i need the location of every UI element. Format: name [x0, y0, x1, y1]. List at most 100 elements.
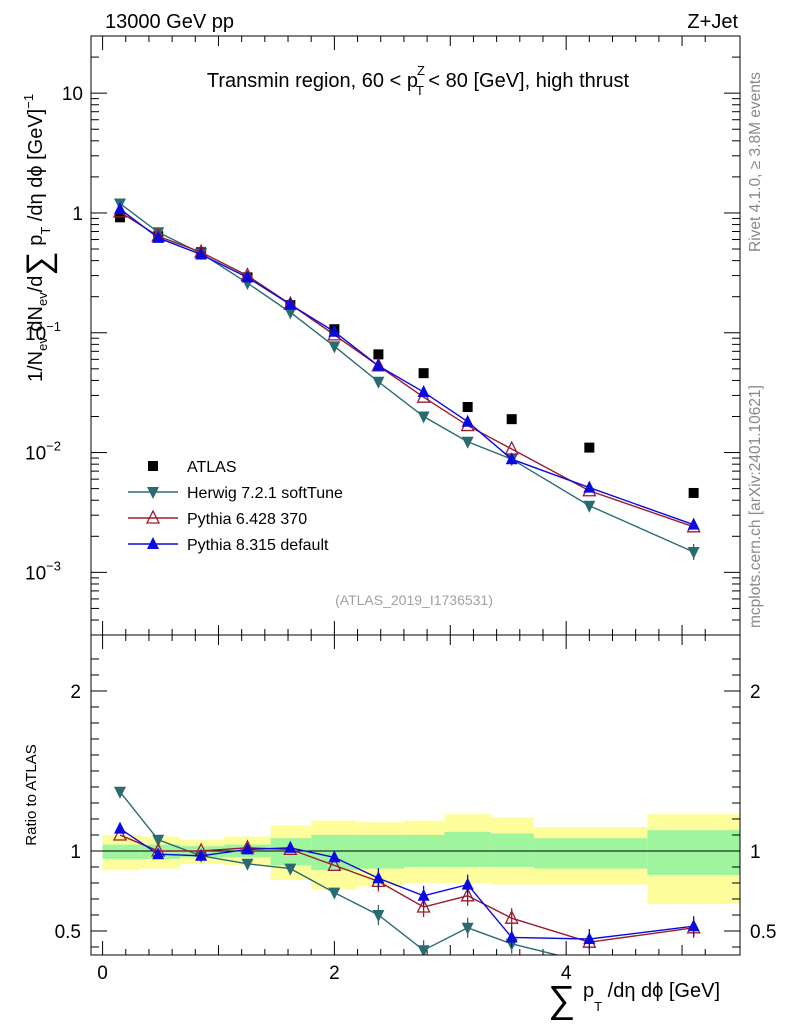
ratio-panel-series	[112, 786, 701, 955]
main-y-tick-label: 10	[62, 84, 83, 105]
ratio-y-tick-label-right: 1	[750, 842, 761, 863]
uncertainty-band-inner	[102, 844, 141, 859]
ratio-point-herwig	[461, 922, 474, 935]
x-label-text: pT /dη dϕ [GeV]	[583, 980, 720, 1014]
main-point-herwig	[372, 376, 385, 389]
title-part-sup: Z	[417, 63, 425, 78]
ratio-point-pythia	[328, 850, 341, 863]
ratio-line-pythia	[119, 828, 694, 940]
legend-marker	[147, 537, 159, 549]
analysis-watermark: (ATLAS_2019_I1736531)	[335, 592, 493, 608]
main-point-pythia	[583, 480, 596, 493]
main-point-herwig	[328, 341, 341, 354]
main-point-atlas	[506, 414, 517, 425]
x-axis-label: ∑ pT /dη dϕ [GeV]	[548, 979, 720, 1021]
main-point-herwig	[284, 307, 297, 320]
uncertainty-band-inner	[357, 835, 404, 869]
title-part-sub: T	[416, 83, 424, 98]
uncertainty-band-inner	[490, 833, 534, 867]
main-point-atlas	[373, 349, 384, 360]
ratio-point-herwig	[417, 945, 430, 955]
main-point-pythia	[152, 230, 165, 243]
ratio-line-herwig	[119, 791, 560, 955]
main-panel-title: Transmin region, 60 < pZ T < 80 [GeV], hi…	[207, 63, 630, 98]
ratio-point-pythia	[284, 840, 297, 853]
main-point-herwig	[461, 436, 474, 449]
ratio-point-pythia	[461, 877, 474, 890]
uncertainty-band-inner	[444, 831, 491, 867]
main-point-pythia	[417, 385, 430, 398]
ratio-point-pythia	[583, 932, 596, 944]
mcplots-text: mcplots.cern.ch [arXiv:2401.10621]	[747, 385, 764, 628]
ratio-point-pythia	[327, 856, 342, 872]
ratio-point-pythia	[416, 898, 431, 913]
ratio-point-herwig	[113, 786, 126, 799]
legend-label: ATLAS	[187, 459, 237, 476]
x-label-sum: ∑	[548, 979, 575, 1021]
title-part-a: Transmin region, 60 < p	[207, 70, 418, 92]
main-panel-series	[112, 198, 701, 560]
x-tick-label: 2	[329, 963, 340, 984]
ratio-point-pythia	[417, 888, 430, 901]
ratio-point-pythia	[687, 919, 700, 932]
ratio-y-tick-label: 0.5	[55, 922, 81, 943]
ratio-point-herwig	[152, 834, 165, 847]
ratio-y-tick-label: 1	[70, 842, 81, 863]
ratio-point-pythia	[505, 930, 518, 943]
ratio-point-pythia	[241, 842, 254, 855]
ratio-point-herwig	[328, 887, 341, 900]
main-panel-axes: 10 1 10−1 10−2 10−3	[25, 35, 740, 955]
ratio-y-tick-label: 2	[70, 682, 81, 703]
main-line-pythia	[119, 211, 694, 528]
main-y-tick-label: 10−1	[25, 319, 61, 345]
header-left: 13000 GeV pp	[105, 11, 234, 33]
legend-label: Pythia 6.428 370	[187, 511, 307, 528]
ratio-point-herwig	[284, 863, 297, 876]
legend-label: Herwig 7.2.1 softTune	[187, 485, 343, 502]
main-point-atlas	[462, 402, 473, 413]
uncertainty-band-inner	[533, 838, 648, 869]
ratio-y-tick-label-right: 2	[750, 682, 761, 703]
ratio-point-pythia	[372, 871, 385, 884]
main-point-herwig	[417, 411, 430, 424]
ratio-point-pythia	[460, 887, 475, 902]
main-point-herwig	[583, 500, 596, 513]
ratio-panel-axes: 2 2 1 1 0.5 0.5 0 2 4	[55, 658, 776, 984]
main-y-tick-label: 1	[72, 204, 83, 225]
main-point-atlas	[688, 487, 699, 498]
main-point-pythia	[505, 452, 518, 465]
main-point-atlas	[418, 368, 429, 379]
ratio-point-pythia	[113, 821, 126, 834]
ratio-point-pythia	[195, 848, 208, 861]
main-y-tick-label: 10−3	[25, 558, 61, 584]
ratio-point-pythia	[504, 909, 519, 924]
legend-marker	[148, 461, 158, 471]
main-point-pythia	[687, 517, 700, 530]
main-point-atlas	[584, 442, 595, 453]
x-tick-label: 0	[97, 963, 108, 984]
legend-label: Pythia 8.315 default	[187, 537, 329, 554]
header-right: Z+Jet	[687, 11, 738, 33]
legend: ATLAS Herwig 7.2.1 softTune Pythia 6.428 3…	[128, 459, 343, 554]
main-y-tick-label: 10−2	[25, 439, 61, 465]
main-line-pythia	[119, 208, 694, 526]
rivet-version-text: Rivet 4.1.0, ≥ 3.8M events	[747, 72, 764, 252]
ratio-y-axis-label: Ratio to ATLAS	[23, 744, 40, 845]
main-point-pythia	[461, 414, 474, 427]
main-point-pythia	[372, 358, 385, 371]
main-point-pythia	[241, 270, 254, 283]
main-point-pythia	[195, 247, 208, 260]
main-point-pythia	[284, 297, 297, 310]
ratio-y-tick-label-right: 0.5	[750, 922, 776, 943]
ratio-panel-bands	[91, 814, 740, 904]
ratio-point-herwig	[372, 910, 385, 922]
legend-marker	[147, 487, 159, 499]
ratio-panel-frame	[90, 634, 741, 956]
ratio-point-pythia	[152, 847, 165, 860]
title-part-b: < 80 [GeV], high thrust	[423, 70, 630, 92]
uncertainty-band-inner	[647, 830, 740, 875]
ratio-line-pythia	[119, 834, 694, 943]
ratio-point-herwig	[241, 858, 254, 871]
ratio-point-pythia	[112, 826, 128, 841]
